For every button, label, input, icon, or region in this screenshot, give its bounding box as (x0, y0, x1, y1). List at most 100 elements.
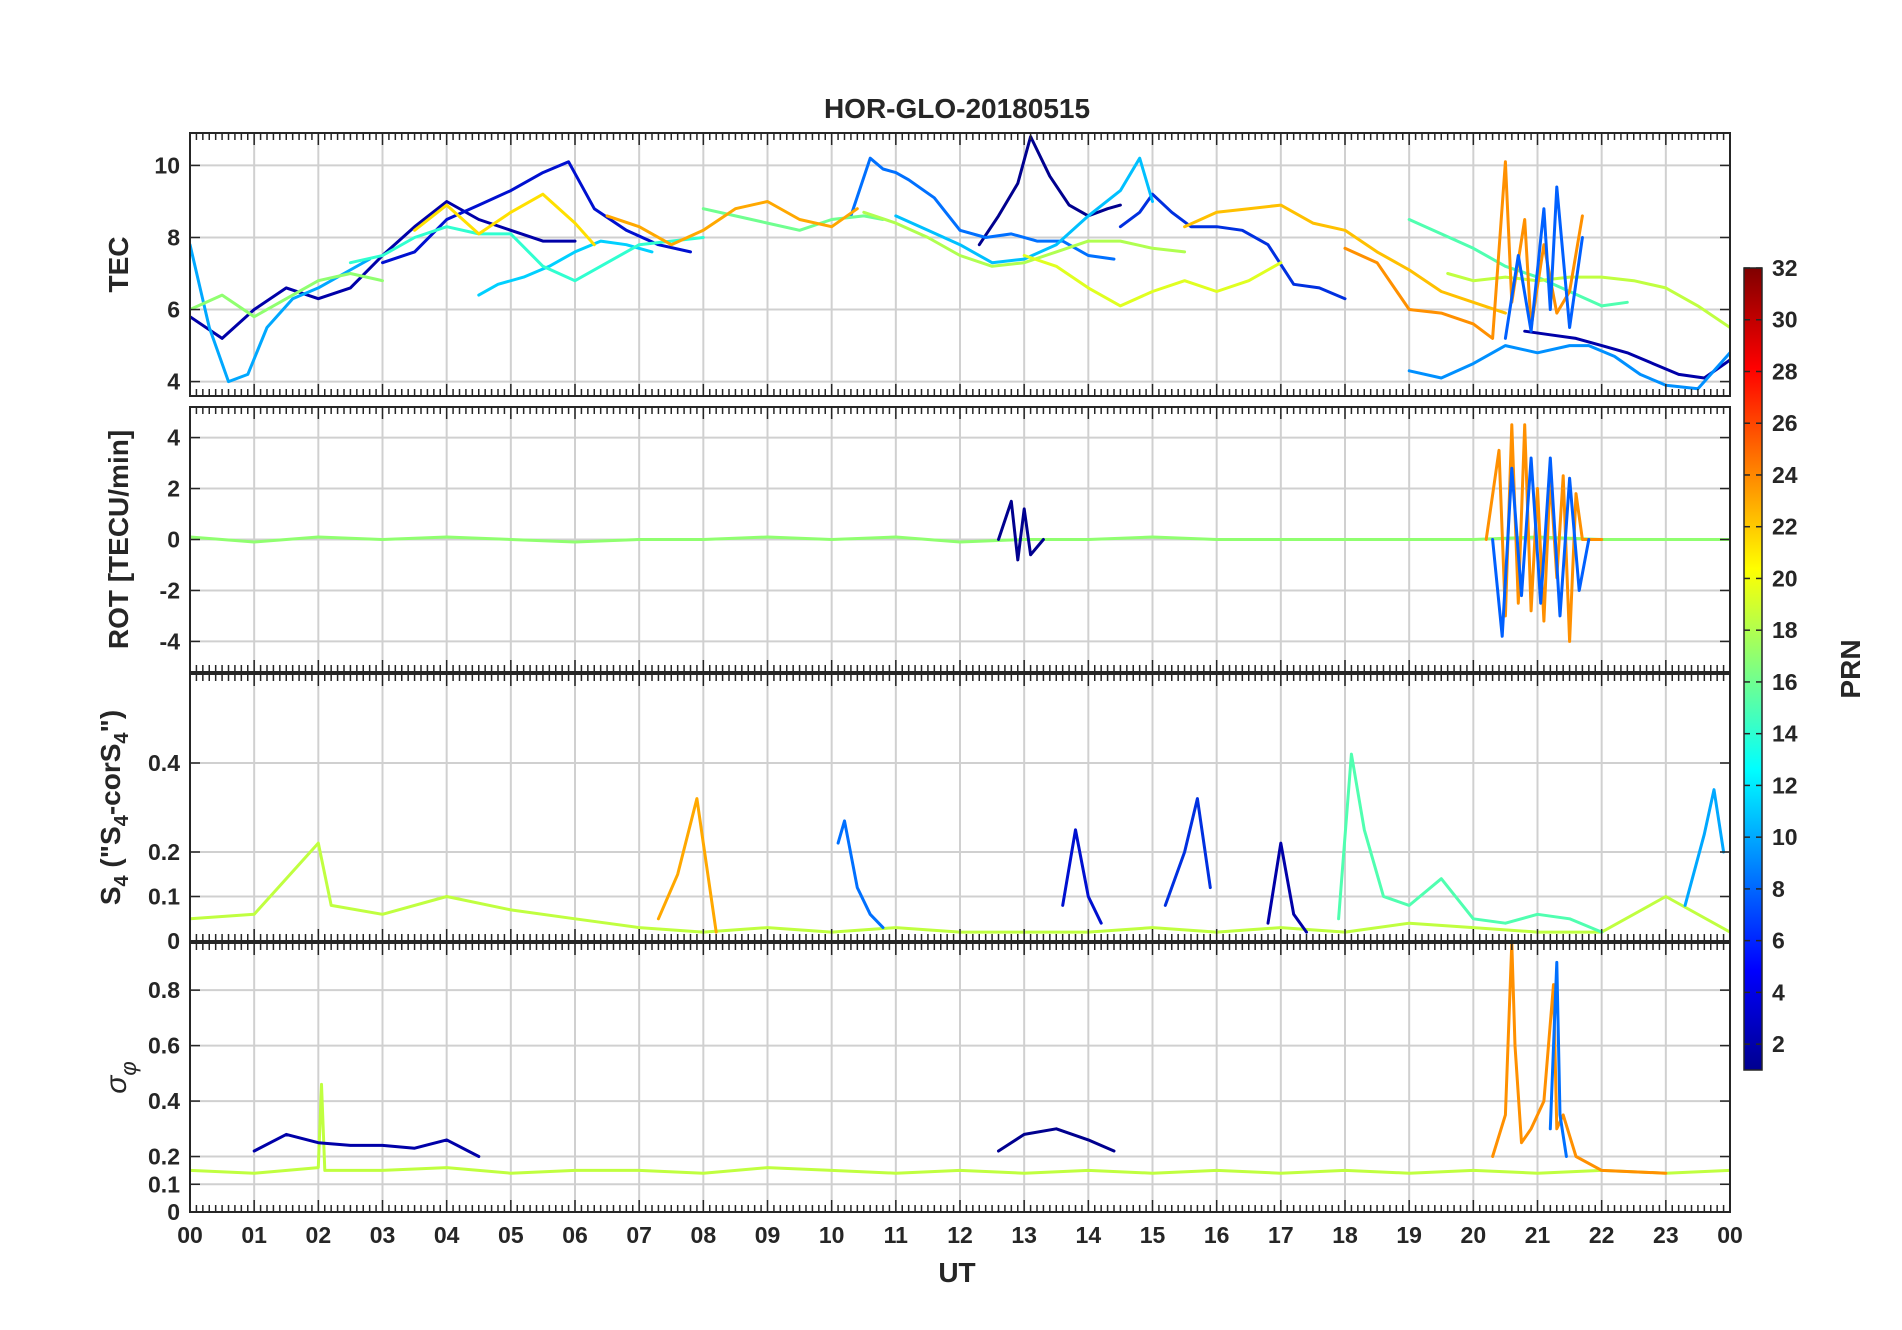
y-axis-title-sigphi: σφ (100, 1061, 141, 1093)
y-tick-label-rot: 2 (167, 476, 180, 502)
x-tick-label: 21 (1525, 1222, 1551, 1248)
panel-tickmarks (189, 943, 1731, 1213)
y-axis-title-part: 4 (111, 814, 133, 826)
series-line-tec-10 (348, 225, 705, 283)
series-line-sigphi-2 (1491, 943, 1668, 1175)
series-line-tec-5 (849, 156, 1116, 261)
colorbar-tick-label: 32 (1772, 255, 1798, 281)
panel-series (190, 943, 1730, 1175)
series-line-rot-1 (997, 499, 1045, 562)
series-line-sigphi-0 (190, 1082, 1730, 1175)
x-tick-label: 19 (1396, 1222, 1422, 1248)
x-axis: 00 01 02 03 04 05 06 07 08 09 10 11 12 13 14 15 16 17 18 19… (177, 1222, 1743, 1248)
colorbar-tick-label: 20 (1772, 565, 1798, 591)
x-tick-label: 13 (1011, 1222, 1037, 1248)
series-line-sigphi-4 (997, 1127, 1116, 1153)
colorbar-tick-label: 16 (1772, 669, 1798, 695)
series-line-tec-15 (1446, 272, 1730, 329)
series-line-tec-14 (862, 210, 1187, 268)
x-tick-label: 01 (241, 1222, 267, 1248)
series-line-tec-20 (1343, 160, 1584, 340)
y-tick-label-rot: 0 (167, 527, 180, 553)
y-axis-title-part: -corS (95, 744, 126, 816)
series-line-tec-6 (1407, 344, 1730, 391)
series-line-tec-9 (894, 156, 1154, 265)
y-tick-label-sigphi: 0.1 (148, 1171, 180, 1197)
series-line-tec-21 (1503, 185, 1584, 340)
panel-grid (189, 407, 1731, 672)
panel-s4: 00.10.20.4S4 ("S4-corS4") (95, 673, 1731, 954)
y-tick-label-sigphi: 0.6 (148, 1033, 180, 1059)
y-tick-label-s4: 0 (167, 928, 180, 954)
x-tick-label: 20 (1461, 1222, 1487, 1248)
y-tick-label-tec: 6 (167, 297, 180, 323)
y-axis-title-part: 4 (111, 874, 133, 886)
series-line-tec-17 (413, 192, 596, 247)
series-line-tec-4 (1523, 329, 1730, 380)
panel-tec: 4 6 8 10 TEC (103, 132, 1731, 397)
series-line-tec-12 (701, 207, 885, 232)
y-axis-title-part: 4 (111, 732, 133, 744)
y-axis-title-part: S (95, 886, 126, 905)
series-line-tec-2 (977, 135, 1122, 247)
series-line-tec-7 (190, 243, 372, 384)
colorbar-tick-label: 10 (1772, 824, 1798, 850)
panel-sigphi: 00.10.2 0.4 0.6 0.8 σφ (100, 942, 1731, 1225)
x-tick-label: 23 (1653, 1222, 1679, 1248)
y-axis-title-rot: ROT [TECU/min] (103, 430, 134, 649)
y-axis-title-part: ("S (95, 826, 126, 875)
series-line-tec-16 (1022, 254, 1283, 308)
colorbar-tick-label: 22 (1772, 514, 1798, 540)
x-tick-label: 07 (626, 1222, 652, 1248)
panel-tickmarks (189, 407, 1731, 672)
y-tick-label-tec: 8 (167, 224, 180, 250)
series-line-s4-5 (1266, 841, 1308, 934)
x-tick-label: 08 (691, 1222, 717, 1248)
colorbar-tick-label: 4 (1772, 979, 1785, 1005)
x-tick-label: 04 (434, 1222, 460, 1248)
series-line-tec-13 (190, 272, 384, 319)
series-line-rot-0 (190, 535, 1730, 544)
x-tick-label: 03 (370, 1222, 396, 1248)
y-axis-title-s4: S4 ("S4-corS4") (95, 710, 133, 905)
x-axis-title: UT (938, 1257, 975, 1288)
y-tick-label-tec: 4 (167, 369, 180, 395)
colorbar-label: PRN (1835, 639, 1866, 698)
y-tick-label-sigphi: 0.4 (148, 1088, 180, 1114)
y-tick-label-s4: 0.4 (148, 750, 180, 776)
panel-tickmarks (189, 133, 1731, 396)
colorbar-gradient (1743, 267, 1763, 1071)
colorbar-tick-label: 24 (1772, 462, 1798, 488)
colorbar-tick-label: 28 (1772, 358, 1798, 384)
series-line-tec-1 (381, 160, 692, 265)
series-line-s4-6 (1337, 752, 1604, 934)
y-tick-label-tec: 10 (154, 152, 180, 178)
series-line-s4-4 (1163, 797, 1212, 907)
panel-tickmarks (189, 674, 1731, 942)
x-tick-label: 16 (1204, 1222, 1230, 1248)
colorbar-tick-label: 18 (1772, 617, 1798, 643)
y-tick-label-rot: 4 (167, 425, 180, 451)
colorbar-tick-label: 6 (1772, 928, 1785, 954)
colorbar-tick-label: 8 (1772, 876, 1785, 902)
colorbar-tick-label: 12 (1772, 772, 1798, 798)
x-tick-label: 06 (562, 1222, 588, 1248)
panel-series (190, 752, 1730, 934)
x-tick-label: 14 (1076, 1222, 1102, 1248)
series-line-s4-7 (1683, 788, 1726, 907)
x-tick-label: 10 (819, 1222, 845, 1248)
series-line-tec-18 (1183, 203, 1507, 315)
x-tick-label: 15 (1140, 1222, 1166, 1248)
series-line-s4-0 (190, 841, 1730, 934)
y-axis-title-tec: TEC (103, 237, 134, 293)
series-line-s4-3 (1061, 828, 1103, 925)
series-line-s4-1 (656, 797, 718, 934)
y-tick-label-sigphi: 0 (167, 1199, 180, 1225)
series-line-sigphi-1 (252, 1132, 481, 1158)
series-line-rot-3 (1491, 456, 1591, 638)
panel-rot: -4 -2 0 2 4 ROT [TECU/min] (103, 406, 1731, 673)
y-axis-title-part: σ (100, 1074, 133, 1094)
